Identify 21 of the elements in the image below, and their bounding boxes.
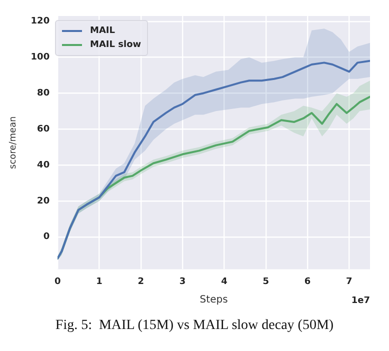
x-tick-label: 6 xyxy=(304,276,311,287)
x-axis-title: Steps xyxy=(200,294,228,306)
y-tick-label: 60 xyxy=(37,124,50,134)
x-tick-label: 1 xyxy=(96,276,102,287)
x-tick-label: 2 xyxy=(138,276,144,287)
y-tick-label: 40 xyxy=(37,160,50,170)
y-tick-label: 20 xyxy=(37,196,50,206)
x-tick-label: 4 xyxy=(221,276,228,287)
y-tick-label: 80 xyxy=(37,88,50,99)
x-tick-label: 5 xyxy=(262,276,269,287)
y-tick-label: 100 xyxy=(30,52,50,63)
x-tick-label: 7 xyxy=(346,276,352,287)
caption: Fig. 5: MAIL (15M) vs MAIL slow decay (50M) xyxy=(54,318,335,334)
legend-label: MAIL xyxy=(90,26,116,36)
y-axis-title: score/mean xyxy=(8,116,19,169)
y-tick-label: 120 xyxy=(30,16,50,27)
x-tick-label: 0 xyxy=(54,276,61,287)
y-tick-label: 0 xyxy=(43,232,50,242)
x-tick-label: 3 xyxy=(179,276,186,287)
text: 1e7 xyxy=(351,296,370,306)
legend-label: MAIL slow xyxy=(90,40,142,50)
